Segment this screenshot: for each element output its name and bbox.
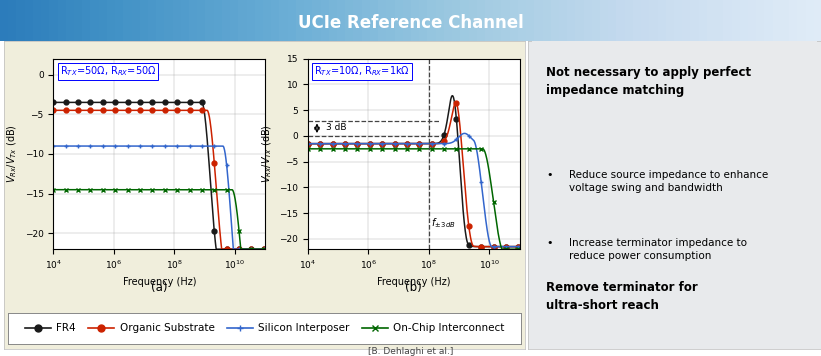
Text: •: • bbox=[546, 238, 553, 248]
X-axis label: Frequency (Hz): Frequency (Hz) bbox=[377, 277, 451, 287]
Y-axis label: $V_{Rx}$/$V_{Tx}$ (dB): $V_{Rx}$/$V_{Tx}$ (dB) bbox=[6, 125, 19, 183]
Text: Reduce source impedance to enhance
voltage swing and bandwidth: Reduce source impedance to enhance volta… bbox=[569, 170, 768, 193]
Text: $f_{\pm 3\,dB}$: $f_{\pm 3\,dB}$ bbox=[431, 216, 456, 230]
Text: •: • bbox=[546, 170, 553, 180]
Text: [B. Dehlaghi et al.]: [B. Dehlaghi et al.] bbox=[368, 347, 453, 356]
Text: R$_{TX}$=10Ω, R$_{RX}$=1kΩ: R$_{TX}$=10Ω, R$_{RX}$=1kΩ bbox=[314, 64, 410, 78]
Text: R$_{TX}$=50Ω, R$_{RX}$=50Ω: R$_{TX}$=50Ω, R$_{RX}$=50Ω bbox=[60, 64, 156, 78]
Text: Remove terminator for
ultra-short reach: Remove terminator for ultra-short reach bbox=[546, 281, 698, 312]
Y-axis label: $V_{Rx}$/$V_{Tx}$ (dB): $V_{Rx}$/$V_{Tx}$ (dB) bbox=[260, 125, 273, 183]
Text: (a): (a) bbox=[151, 281, 167, 294]
Text: UCIe Reference Channel: UCIe Reference Channel bbox=[298, 14, 523, 32]
Text: Not necessary to apply perfect
impedance matching: Not necessary to apply perfect impedance… bbox=[546, 66, 751, 96]
Text: (b): (b) bbox=[406, 281, 422, 294]
Legend: FR4, Organic Substrate, Silicon Interposer, On-Chip Interconnect: FR4, Organic Substrate, Silicon Interpos… bbox=[21, 319, 509, 337]
X-axis label: Frequency (Hz): Frequency (Hz) bbox=[122, 277, 196, 287]
Text: 3 dB: 3 dB bbox=[326, 123, 346, 132]
Text: Increase terminator impedance to
reduce power consumption: Increase terminator impedance to reduce … bbox=[569, 238, 747, 261]
